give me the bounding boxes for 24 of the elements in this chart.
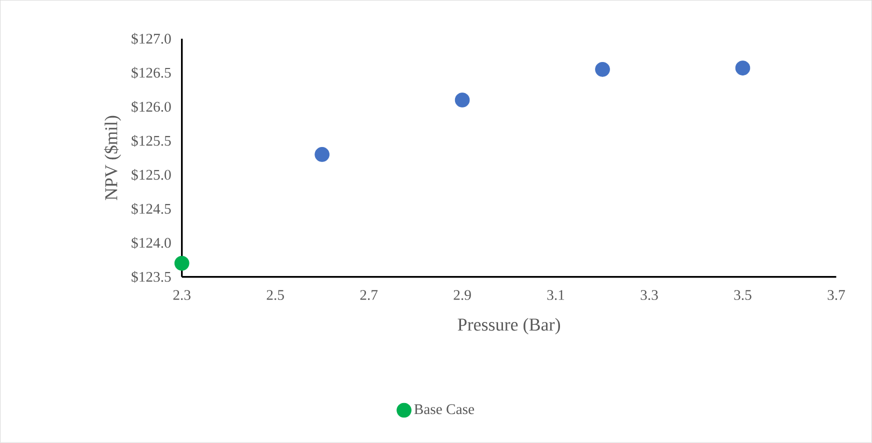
point: [735, 60, 750, 76]
x-tick-label: 3.5: [734, 290, 752, 300]
y-tick-label: $124.5: [132, 203, 171, 215]
x-tick-label: 2.7: [360, 290, 378, 300]
point: [314, 147, 330, 162]
x-axis-title: Pressure (Bar): [458, 318, 560, 334]
legend-label: Base Case: [414, 404, 474, 414]
y-tick-label: $123.5: [132, 271, 171, 283]
x-tick-label: 3.7: [828, 290, 845, 300]
y-tick-label: $127.0: [132, 33, 171, 45]
y-tick-label: $124.0: [132, 237, 171, 249]
y-axis-title: NPV ($mil): [104, 116, 121, 200]
y-tick-label: $125.0: [132, 169, 171, 181]
x-tick-label: 2.5: [266, 290, 284, 300]
point: [454, 92, 470, 108]
point: [595, 62, 610, 77]
x-tick-label: 3.3: [640, 290, 658, 300]
y-tick-label: $126.5: [132, 67, 171, 79]
x-tick-label: 3.1: [547, 290, 564, 300]
x-tick-label: 2.9: [454, 290, 471, 300]
x-tick-label: 2.3: [173, 290, 190, 300]
y-tick-label: $126.0: [132, 101, 171, 113]
y-tick-label: $125.5: [132, 135, 171, 147]
point: [174, 256, 190, 271]
